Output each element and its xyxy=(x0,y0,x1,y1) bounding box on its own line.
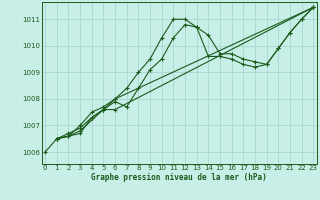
X-axis label: Graphe pression niveau de la mer (hPa): Graphe pression niveau de la mer (hPa) xyxy=(91,173,267,182)
